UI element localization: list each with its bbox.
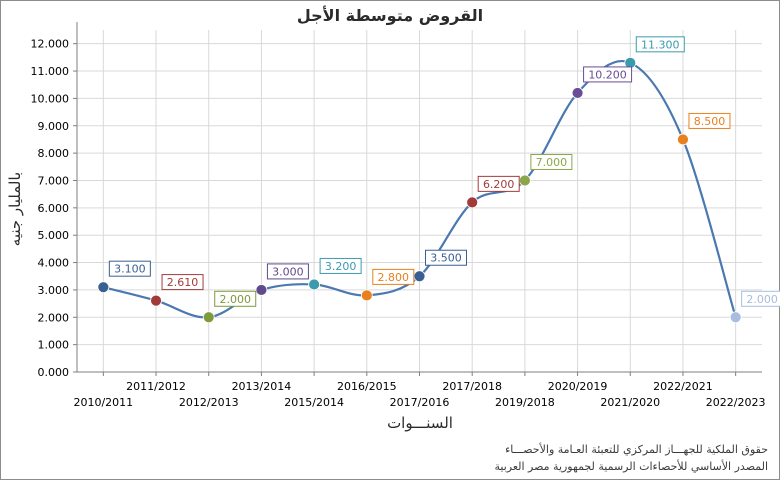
data-point (308, 278, 321, 291)
y-tick-label: 0.000 (38, 366, 70, 379)
y-tick-label: 5.000 (38, 229, 70, 242)
y-tick-label: 10.000 (31, 92, 70, 105)
y-tick-label: 4.000 (38, 257, 70, 270)
data-label-box (214, 290, 257, 307)
x-tick-label: 2021/2020 (600, 396, 660, 409)
chart-title: القروض متوسطة الأجل (296, 6, 484, 25)
y-tick-label: 12.000 (31, 38, 70, 51)
x-tick-label: 2010/2011 (73, 396, 133, 409)
data-point (729, 311, 742, 324)
data-point (97, 281, 110, 294)
x-tick-label: 2012/2013 (179, 396, 239, 409)
x-tick-labels: 2010/2011 2011/2012 2012/2013 2013/2014 2015… (73, 380, 765, 409)
data-point (255, 284, 268, 296)
x-axis-label: السنـــوات (387, 414, 453, 432)
data-points (97, 56, 742, 324)
y-tick-label: 2.000 (38, 311, 70, 324)
data-label: 6.200 (483, 178, 515, 191)
source-line-1: حقوق الملكية للجهـــاز المركزي للتعبئة ا… (505, 443, 768, 456)
data-label: 2.610 (167, 276, 199, 289)
x-tick-label: 2017/2016 (390, 396, 450, 409)
data-point (202, 311, 215, 324)
data-label-box (635, 36, 685, 53)
data-label: 3.500 (430, 252, 462, 265)
data-point (466, 196, 479, 209)
y-tick-label: 7.000 (38, 174, 70, 187)
x-tick-label: 2020/2019 (548, 380, 608, 393)
data-label: 7.000 (536, 156, 568, 169)
y-tick-label: 6.000 (38, 202, 70, 215)
series-line (103, 60, 737, 319)
data-label: 2.000 (746, 293, 778, 306)
data-point (360, 289, 373, 302)
data-label-box (266, 263, 309, 280)
data-label: 3.200 (325, 260, 357, 273)
data-label-box (530, 153, 573, 170)
data-label: 2.000 (219, 293, 251, 306)
y-tick-labels: 0.000 1.000 2.000 3.000 4.000 5.000 6.000 7.000… (31, 38, 70, 379)
data-label-box (688, 112, 731, 129)
data-label: 11.300 (641, 38, 680, 51)
data-label-box (583, 66, 633, 83)
data-label: 3.100 (114, 263, 146, 276)
source-line-2: المصدر الأساسي للأحصاءات الرسمية لجمهوري… (494, 460, 768, 473)
x-tick-label: 2019/2018 (495, 396, 555, 409)
x-tick-label: 2016/2015 (337, 380, 397, 393)
data-label: 8.500 (694, 115, 726, 128)
data-label-box (319, 257, 362, 274)
data-label-box (372, 268, 415, 285)
data-label-box (741, 290, 780, 307)
x-tick-label: 2015/2014 (284, 396, 344, 409)
x-tick-label: 2022/2023 (706, 396, 766, 409)
x-tick-label: 2013/2014 (232, 380, 292, 393)
data-labels: 3.100 2.610 2.000 3.000 3.200 2.800 3.500 6.200… (108, 36, 780, 307)
data-point (677, 133, 689, 146)
y-tick-label: 1.000 (38, 339, 70, 352)
data-label-box (108, 260, 151, 277)
y-tick-label: 3.000 (38, 284, 70, 297)
data-point (150, 294, 162, 307)
data-point (518, 174, 531, 187)
y-tick-label: 9.000 (38, 120, 70, 133)
grid-lines (77, 30, 762, 373)
y-tick-label: 11.000 (31, 65, 70, 78)
x-tick-label: 2011/2012 (126, 380, 186, 393)
data-label: 2.800 (378, 271, 410, 284)
x-tick-label: 2022/2021 (653, 380, 713, 393)
data-label: 10.200 (588, 68, 627, 81)
data-point (413, 270, 426, 283)
data-label-box (477, 175, 520, 192)
data-point (571, 87, 584, 99)
x-tick-label: 2017/2018 (442, 380, 502, 393)
y-tick-label: 8.000 (38, 147, 70, 160)
data-label: 3.000 (272, 265, 304, 278)
data-label-box (161, 274, 204, 291)
axes (73, 22, 762, 376)
data-label-box (425, 249, 467, 266)
